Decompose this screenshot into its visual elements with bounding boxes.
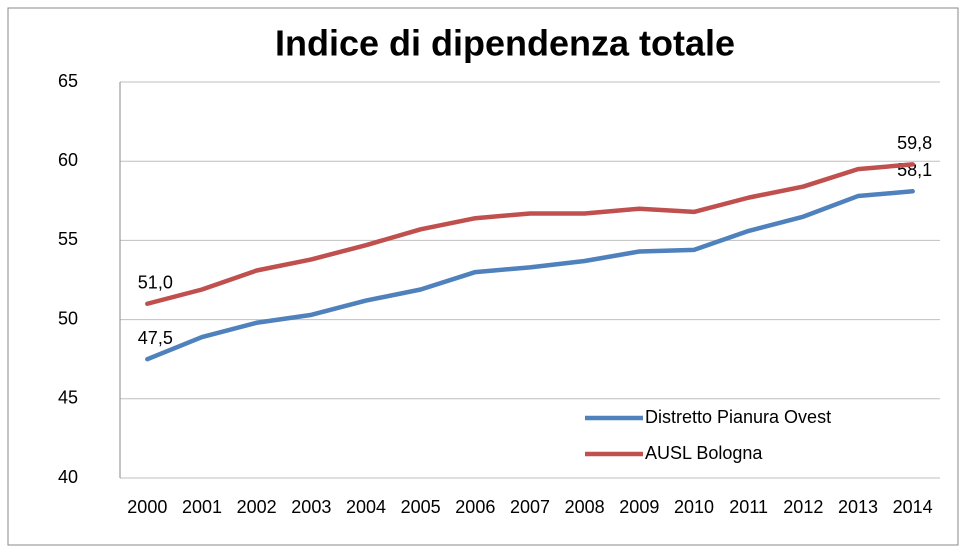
x-tick-label: 2005 bbox=[401, 497, 441, 517]
x-tick-label: 2013 bbox=[838, 497, 878, 517]
series-line bbox=[145, 189, 915, 362]
chart-border bbox=[7, 7, 959, 546]
x-tick-label: 2014 bbox=[893, 497, 933, 517]
y-tick-label: 55 bbox=[58, 229, 78, 249]
legend-label: AUSL Bologna bbox=[645, 443, 763, 463]
y-tick-label: 60 bbox=[58, 150, 78, 170]
data-label: 51,0 bbox=[138, 273, 173, 293]
x-tick-label: 2012 bbox=[783, 497, 823, 517]
data-label: 59,8 bbox=[897, 133, 932, 153]
y-tick-label: 45 bbox=[58, 388, 78, 408]
chart-title: Indice di dipendenza totale bbox=[275, 23, 735, 64]
legend-label: Distretto Pianura Ovest bbox=[645, 407, 831, 427]
data-label: 47,5 bbox=[138, 328, 173, 348]
y-tick-label: 40 bbox=[58, 467, 78, 487]
x-tick-label: 2007 bbox=[510, 497, 550, 517]
x-tick-label: 2000 bbox=[127, 497, 167, 517]
x-tick-label: 2010 bbox=[674, 497, 714, 517]
series-line bbox=[145, 162, 915, 307]
x-tick-label: 2004 bbox=[346, 497, 386, 517]
x-tick-label: 2008 bbox=[565, 497, 605, 517]
y-tick-label: 65 bbox=[58, 71, 78, 91]
x-tick-label: 2006 bbox=[455, 497, 495, 517]
x-tick-label: 2002 bbox=[237, 497, 277, 517]
y-tick-label: 50 bbox=[58, 308, 78, 328]
x-tick-label: 2001 bbox=[182, 497, 222, 517]
x-tick-label: 2003 bbox=[291, 497, 331, 517]
x-tick-label: 2009 bbox=[619, 497, 659, 517]
x-tick-label: 2011 bbox=[729, 497, 768, 517]
